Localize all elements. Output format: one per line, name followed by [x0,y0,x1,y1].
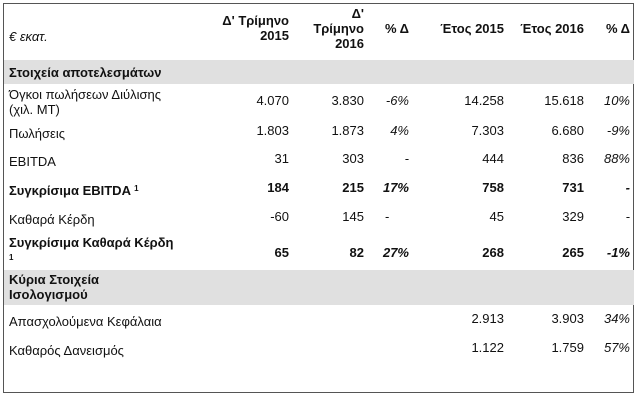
row-label: Καθαρός Δανεισμός [9,343,124,358]
col-q4-2015-line1: Δ' Τρίμηνο [222,13,289,28]
row-label: EBITDA [9,154,56,169]
cell-pct-y: 10% [603,93,630,108]
row-label: Καθαρά Κέρδη [9,212,95,227]
section-results: Στοιχεία αποτελεσμάτων [4,60,634,84]
row-label: Απασχολούμενα Κεφάλαια [9,314,162,329]
cell-q4-2015: 184 [267,180,289,195]
cell-pct-q: 4% [390,123,409,138]
table-row: Απασχολούμενα Κεφάλαια 2.913 3.903 34% [4,308,634,336]
table-row: Συγκρίσιμα EBITDA 1 184 215 17% 758 731 … [4,177,634,205]
cell-year-2016: 836 [562,151,584,166]
cell-year-2016: 3.903 [551,311,584,326]
cell-year-2016: 6.680 [551,123,584,138]
cell-year-2016: 265 [562,245,584,260]
cell-pct-q: 17% [382,180,409,195]
table-row: Πωλήσεις 1.803 1.873 4% 7.303 6.680 -9% [4,120,634,146]
table-row: Καθαρά Κέρδη -60 145 - 45 329 - [4,206,634,234]
cell-q4-2016: 82 [349,245,364,260]
cell-year-2015: 14.258 [464,93,504,108]
cell-pct-q: -6% [385,93,409,108]
cell-pct-y: 34% [603,311,630,326]
cell-q4-2015: 1.803 [256,123,289,138]
cell-pct-y: 57% [603,340,630,355]
section-title: Κύρια Στοιχεία [9,272,100,287]
table-row: Συγκρίσιμα Καθαρά Κέρδη 1 65 82 27% 268 … [4,235,634,267]
col-year-2016: Έτος 2016 [520,21,584,36]
unit-label: € εκατ. [9,29,48,44]
col-q4-2016-line2: Τρίμηνο [313,21,364,36]
footnote-marker: 1 [134,184,139,193]
table-frame [3,3,634,393]
row-label-line2: (χιλ. ΜΤ) [9,102,60,117]
section-title: Στοιχεία αποτελεσμάτων [9,65,162,80]
cell-pct-y: -1% [606,245,630,260]
cell-year-2015: 1.122 [471,340,504,355]
cell-year-2015: 45 [489,209,504,224]
row-label: Πωλήσεις [9,126,65,141]
cell-year-2015: 268 [482,245,504,260]
cell-q4-2016: 145 [342,209,364,224]
col-q4-2016-line1: Δ' [351,6,364,21]
cell-year-2016: 1.759 [551,340,584,355]
row-label: Συγκρίσιμα EBITDA 1 [9,183,139,198]
footnote-marker: 1 [9,253,14,262]
cell-q4-2015: 31 [274,151,289,166]
cell-pct-y: - [625,209,630,224]
cell-year-2015: 7.303 [471,123,504,138]
cell-year-2016: 15.618 [544,93,584,108]
col-q4-2016-line3: 2016 [335,36,364,51]
cell-q4-2015: 65 [274,245,289,260]
cell-pct-y: -9% [606,123,630,138]
table-row: Όγκοι πωλήσεων Διύλισης (χιλ. ΜΤ) 4.070 … [4,86,634,120]
row-label: Συγκρίσιμα Καθαρά Κέρδη [9,235,174,250]
table-row: Καθαρός Δανεισμός 1.122 1.759 57% [4,337,634,365]
col-pct-y: % Δ [605,21,630,36]
cell-q4-2015: 4.070 [256,93,289,108]
cell-year-2016: 329 [562,209,584,224]
section-balance-sheet: Κύρια Στοιχεία Ισολογισμού [4,270,634,305]
cell-q4-2016: 3.830 [331,93,364,108]
table-row: EBITDA 31 303 - 444 836 88% [4,148,634,176]
cell-pct-q: 27% [382,245,409,260]
cell-year-2015: 2.913 [471,311,504,326]
row-label: Όγκοι πωλήσεων Διύλισης [9,87,162,102]
cell-q4-2016: 303 [342,151,364,166]
cell-pct-y: 88% [603,151,630,166]
col-year-2015: Έτος 2015 [440,21,504,36]
cell-pct-q: - [404,151,409,166]
cell-pct-q: - [385,209,390,224]
cell-year-2015: 444 [482,151,504,166]
cell-q4-2016: 215 [342,180,364,195]
cell-year-2015: 758 [482,180,504,195]
col-q4-2015-line2: 2015 [260,28,289,43]
cell-year-2016: 731 [562,180,584,195]
cell-q4-2016: 1.873 [331,123,364,138]
col-pct-q: % Δ [384,21,409,36]
table-header: € εκατ. Δ' Τρίμηνο 2015 Δ' Τρίμηνο 2016 … [4,4,634,60]
cell-pct-y: - [625,180,630,195]
section-title-line2: Ισολογισμού [9,287,88,302]
cell-q4-2015: -60 [270,209,289,224]
